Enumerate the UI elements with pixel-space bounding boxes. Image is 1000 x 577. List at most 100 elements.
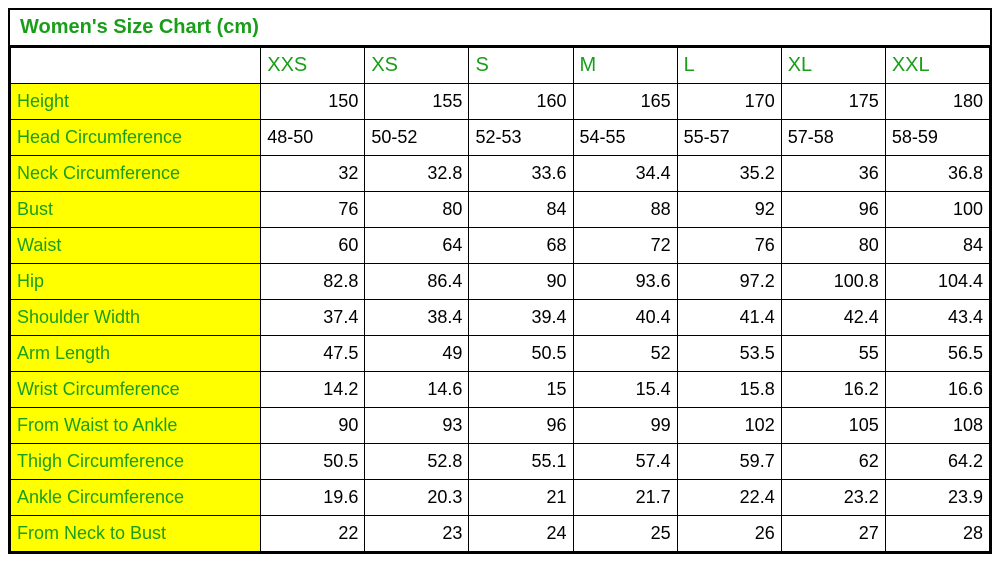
cell-value: 50-52 bbox=[365, 120, 469, 156]
size-header-xxs: XXS bbox=[261, 48, 365, 84]
size-header-s: S bbox=[469, 48, 573, 84]
table-row: From Waist to Ankle90939699102105108 bbox=[11, 408, 990, 444]
chart-title: Women's Size Chart (cm) bbox=[20, 16, 259, 38]
cell-value: 100 bbox=[885, 192, 989, 228]
size-header-xs: XS bbox=[365, 48, 469, 84]
cell-value: 41.4 bbox=[677, 300, 781, 336]
cell-value: 28 bbox=[885, 516, 989, 552]
cell-value: 21 bbox=[469, 480, 573, 516]
table-row: Bust768084889296100 bbox=[11, 192, 990, 228]
size-header-xxl: XXL bbox=[885, 48, 989, 84]
cell-value: 80 bbox=[781, 228, 885, 264]
cell-value: 22 bbox=[261, 516, 365, 552]
cell-value: 53.5 bbox=[677, 336, 781, 372]
cell-value: 14.6 bbox=[365, 372, 469, 408]
cell-value: 82.8 bbox=[261, 264, 365, 300]
cell-value: 21.7 bbox=[573, 480, 677, 516]
cell-value: 76 bbox=[261, 192, 365, 228]
cell-value: 20.3 bbox=[365, 480, 469, 516]
cell-value: 42.4 bbox=[781, 300, 885, 336]
table-row: Neck Circumference3232.833.634.435.23636… bbox=[11, 156, 990, 192]
cell-value: 26 bbox=[677, 516, 781, 552]
cell-value: 14.2 bbox=[261, 372, 365, 408]
row-label: Ankle Circumference bbox=[11, 480, 261, 516]
table-row: Hip82.886.49093.697.2100.8104.4 bbox=[11, 264, 990, 300]
cell-value: 165 bbox=[573, 84, 677, 120]
cell-value: 50.5 bbox=[261, 444, 365, 480]
cell-value: 32.8 bbox=[365, 156, 469, 192]
cell-value: 90 bbox=[469, 264, 573, 300]
cell-value: 56.5 bbox=[885, 336, 989, 372]
cell-value: 55-57 bbox=[677, 120, 781, 156]
cell-value: 16.6 bbox=[885, 372, 989, 408]
cell-value: 80 bbox=[365, 192, 469, 228]
cell-value: 99 bbox=[573, 408, 677, 444]
row-label: Waist bbox=[11, 228, 261, 264]
table-row: Ankle Circumference19.620.32121.722.423.… bbox=[11, 480, 990, 516]
cell-value: 175 bbox=[781, 84, 885, 120]
table-row: Waist60646872768084 bbox=[11, 228, 990, 264]
cell-value: 102 bbox=[677, 408, 781, 444]
cell-value: 15.4 bbox=[573, 372, 677, 408]
cell-value: 32 bbox=[261, 156, 365, 192]
corner-cell bbox=[11, 48, 261, 84]
table-row: Height150155160165170175180 bbox=[11, 84, 990, 120]
row-label: Wrist Circumference bbox=[11, 372, 261, 408]
cell-value: 36.8 bbox=[885, 156, 989, 192]
cell-value: 105 bbox=[781, 408, 885, 444]
cell-value: 64.2 bbox=[885, 444, 989, 480]
cell-value: 23.2 bbox=[781, 480, 885, 516]
cell-value: 55 bbox=[781, 336, 885, 372]
table-row: From Neck to Bust22232425262728 bbox=[11, 516, 990, 552]
row-label: Hip bbox=[11, 264, 261, 300]
cell-value: 37.4 bbox=[261, 300, 365, 336]
cell-value: 97.2 bbox=[677, 264, 781, 300]
cell-value: 150 bbox=[261, 84, 365, 120]
table-row: Shoulder Width37.438.439.440.441.442.443… bbox=[11, 300, 990, 336]
cell-value: 36 bbox=[781, 156, 885, 192]
row-label: Shoulder Width bbox=[11, 300, 261, 336]
cell-value: 180 bbox=[885, 84, 989, 120]
cell-value: 90 bbox=[261, 408, 365, 444]
cell-value: 52 bbox=[573, 336, 677, 372]
size-header-m: M bbox=[573, 48, 677, 84]
cell-value: 76 bbox=[677, 228, 781, 264]
cell-value: 24 bbox=[469, 516, 573, 552]
cell-value: 22.4 bbox=[677, 480, 781, 516]
cell-value: 72 bbox=[573, 228, 677, 264]
cell-value: 16.2 bbox=[781, 372, 885, 408]
row-label: Bust bbox=[11, 192, 261, 228]
cell-value: 60 bbox=[261, 228, 365, 264]
cell-value: 15.8 bbox=[677, 372, 781, 408]
row-label: Neck Circumference bbox=[11, 156, 261, 192]
cell-value: 88 bbox=[573, 192, 677, 228]
cell-value: 39.4 bbox=[469, 300, 573, 336]
cell-value: 35.2 bbox=[677, 156, 781, 192]
header-row: XXSXSSMLXLXXL bbox=[11, 48, 990, 84]
cell-value: 25 bbox=[573, 516, 677, 552]
size-chart-table: XXSXSSMLXLXXL Height15015516016517017518… bbox=[10, 47, 990, 552]
cell-value: 160 bbox=[469, 84, 573, 120]
cell-value: 96 bbox=[469, 408, 573, 444]
size-header-l: L bbox=[677, 48, 781, 84]
table-body: Height150155160165170175180Head Circumfe… bbox=[11, 84, 990, 552]
row-label: From Neck to Bust bbox=[11, 516, 261, 552]
cell-value: 64 bbox=[365, 228, 469, 264]
row-label: Height bbox=[11, 84, 261, 120]
cell-value: 52-53 bbox=[469, 120, 573, 156]
cell-value: 100.8 bbox=[781, 264, 885, 300]
table-row: Thigh Circumference50.552.855.157.459.76… bbox=[11, 444, 990, 480]
cell-value: 27 bbox=[781, 516, 885, 552]
cell-value: 43.4 bbox=[885, 300, 989, 336]
cell-value: 52.8 bbox=[365, 444, 469, 480]
cell-value: 108 bbox=[885, 408, 989, 444]
row-label: Head Circumference bbox=[11, 120, 261, 156]
cell-value: 57-58 bbox=[781, 120, 885, 156]
cell-value: 57.4 bbox=[573, 444, 677, 480]
cell-value: 50.5 bbox=[469, 336, 573, 372]
cell-value: 84 bbox=[469, 192, 573, 228]
size-header-xl: XL bbox=[781, 48, 885, 84]
cell-value: 155 bbox=[365, 84, 469, 120]
size-chart-container: Women's Size Chart (cm) XXSXSSMLXLXXL He… bbox=[8, 8, 992, 554]
cell-value: 170 bbox=[677, 84, 781, 120]
